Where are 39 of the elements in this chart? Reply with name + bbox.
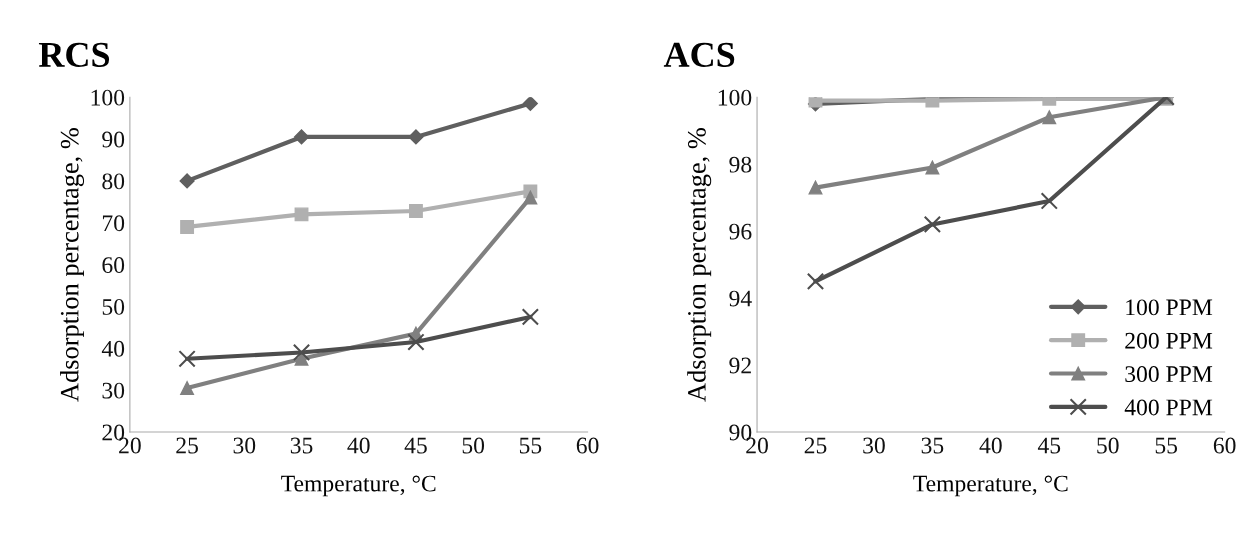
y-tick-label: 96: [729, 223, 752, 240]
x-axis-title: Temperature, °C: [913, 475, 1068, 497]
x-tick-label: 50: [462, 437, 485, 454]
x-tick-label: 35: [290, 437, 313, 454]
y-tick-label: 98: [729, 156, 752, 173]
x-tick-label: 45: [404, 437, 427, 454]
x-axis-title: Temperature, °C: [281, 475, 436, 497]
x-tick-label: 40: [979, 437, 1002, 454]
y-tick-label: 60: [102, 257, 125, 274]
y-tick-label: 80: [102, 173, 125, 190]
x-tick-label: 50: [1097, 437, 1119, 454]
y-tick-label: 50: [102, 298, 125, 315]
legend-label: 400 PPM: [1124, 399, 1213, 416]
x-tick-label: 55: [1155, 437, 1178, 454]
y-tick-label: 70: [102, 215, 125, 232]
y-tick-label: 40: [101, 340, 125, 357]
y-tick-label: 92: [729, 357, 751, 374]
x-tick-label: 30: [233, 437, 256, 454]
y-tick-label: 100: [718, 89, 752, 106]
y-axis-title: Adsorption percentage, %: [687, 128, 712, 402]
y-tick-label: 94: [729, 290, 752, 307]
x-tick-label: 55: [519, 437, 542, 454]
x-tick-label: 35: [921, 437, 944, 454]
x-tick-label: 25: [804, 437, 827, 454]
chart-title: RCS: [38, 42, 110, 67]
y-axis-title: Adsorption percentage, %: [60, 128, 85, 402]
y-tick-label: 90: [102, 131, 125, 148]
x-tick-label: 60: [1213, 437, 1236, 454]
y-tick-label: 30: [102, 382, 125, 399]
chart-title: ACS: [663, 42, 735, 67]
legend-label: 200 PPM: [1125, 332, 1213, 349]
x-tick-label: 25: [176, 437, 198, 454]
x-tick-label: 60: [576, 437, 599, 454]
legend-label: 300 PPM: [1125, 366, 1213, 383]
x-tick-label: 40: [347, 437, 370, 454]
x-tick-label: 30: [863, 437, 885, 454]
x-tick-label: 45: [1037, 437, 1061, 454]
legend-label: 100 PPM: [1126, 299, 1213, 316]
y-tick-label: 100: [91, 89, 125, 106]
